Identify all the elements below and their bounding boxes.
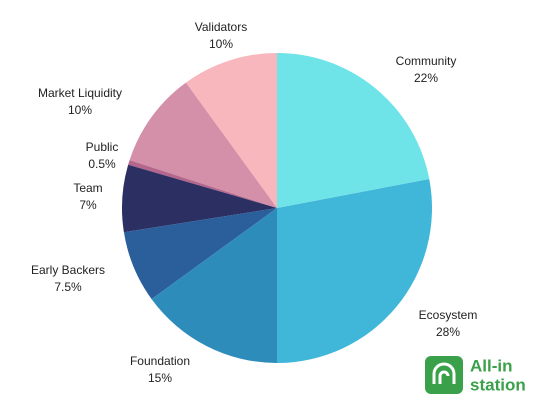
pie-slice [185, 53, 277, 208]
pie-slice [129, 82, 277, 208]
pie-slice [277, 53, 430, 208]
slice-label: Early Backers [31, 263, 105, 277]
slice-value: 15% [148, 371, 172, 385]
logo-glyph [432, 362, 456, 384]
slice-label: Market Liquidity [38, 86, 122, 100]
slice-label: Ecosystem [419, 308, 478, 322]
slice-value: 22% [414, 71, 438, 85]
slice-label: Community [396, 54, 457, 68]
slice-value: 10% [209, 37, 233, 51]
pie-slice [123, 208, 277, 300]
logo: All-in station [425, 356, 526, 394]
slice-label: Team [73, 181, 102, 195]
slice-label: Foundation [130, 354, 190, 368]
pie-slice [128, 160, 277, 208]
slice-label: Public [86, 140, 119, 154]
logo-text: station [470, 375, 526, 394]
slice-value: 7% [79, 198, 97, 212]
slice-value: 10% [68, 103, 92, 117]
logo-text: All-in [470, 356, 513, 375]
logo-icon [425, 356, 463, 394]
slice-label: Validators [195, 20, 247, 34]
slice-value: 28% [436, 325, 460, 339]
pie-slice [151, 208, 277, 363]
pie-slice [121, 164, 277, 233]
slice-value: 7.5% [54, 280, 82, 294]
slice-value: 0.5% [88, 157, 116, 171]
pie-slice [277, 178, 432, 363]
